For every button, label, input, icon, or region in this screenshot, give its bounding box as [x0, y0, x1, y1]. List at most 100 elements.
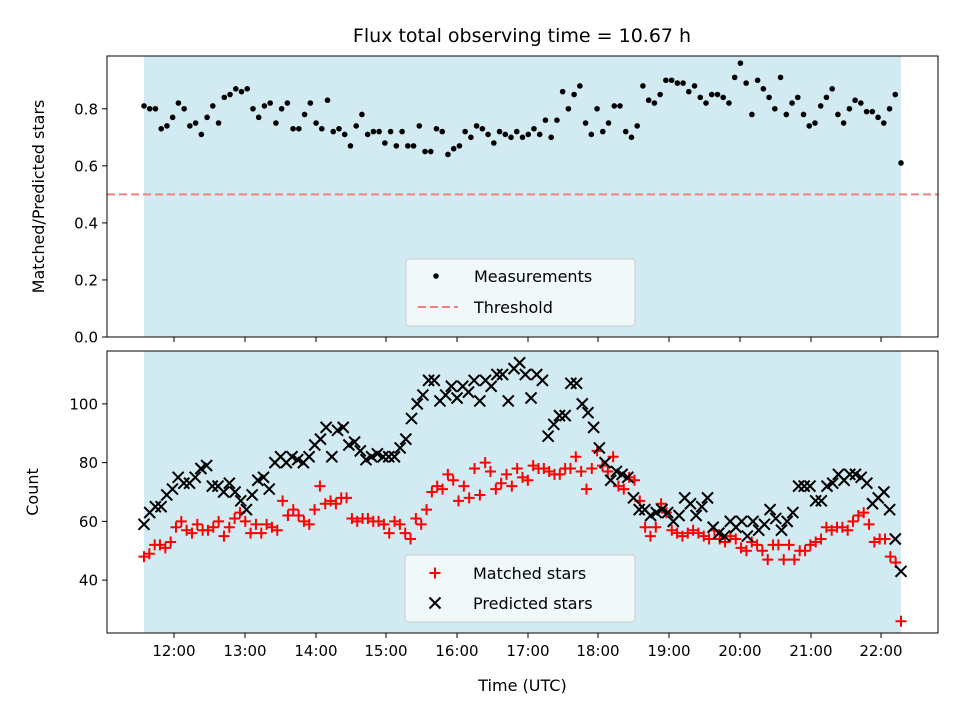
matched-star-point: [159, 542, 171, 554]
matched-star-point: [756, 545, 768, 557]
predicted-star-point: [439, 388, 452, 402]
measurement-point: [232, 86, 239, 92]
predicted-star-point: [445, 380, 458, 393]
predicted-star-point: [558, 409, 572, 422]
matched-star-point: [751, 539, 763, 551]
measurement-point: [187, 123, 193, 129]
matched-star-point: [293, 510, 305, 521]
measurement-point: [536, 131, 543, 138]
measurement-point: [835, 111, 841, 118]
legend-label-matched: Matched stars: [473, 564, 586, 583]
matched-star-point: [314, 480, 326, 492]
counts-x-tick-label: 18:00: [576, 642, 619, 660]
measurement-point: [399, 128, 405, 135]
matched-star-point: [447, 474, 459, 486]
matched-star-point: [453, 495, 465, 507]
measurement-point: [215, 120, 222, 126]
measurement-point: [892, 91, 899, 98]
matched-star-point: [490, 483, 502, 495]
predicted-star-point: [206, 479, 219, 493]
legend-predicted-cross: [428, 596, 442, 610]
matched-star-point: [772, 539, 784, 551]
measurement-point: [898, 160, 904, 166]
counts-axes-frame: [106, 350, 939, 634]
predicted-star-point: [780, 515, 794, 528]
matched-star-point: [378, 518, 390, 530]
predicted-star-point: [245, 488, 259, 502]
measurement-point: [192, 120, 199, 126]
counts-x-tick-label: 20:00: [718, 642, 761, 660]
matched-star-point: [740, 545, 752, 557]
counts-legend: Matched stars Predicted stars: [404, 554, 636, 623]
measurement-point: [605, 120, 612, 126]
matched-star-point: [421, 504, 433, 516]
counts-y-tick-label: 80: [79, 454, 98, 472]
matched-star-point: [218, 530, 230, 542]
matched-star-point: [245, 527, 257, 539]
measurement-point: [370, 128, 377, 135]
predicted-star-point: [524, 391, 538, 405]
measurement-point: [146, 105, 153, 112]
predicted-star-point: [786, 506, 800, 519]
counts-x-axis-label: Time (UTC): [477, 676, 566, 695]
counts-panel: 40 60 80 100 12:00 13:00 14:00 15:00 16:00 17:00…: [23, 350, 939, 695]
matched-star-point: [703, 533, 715, 545]
measurement-point: [743, 80, 749, 86]
predicted-star-point: [763, 503, 777, 516]
predicted-star-point: [701, 491, 714, 505]
measurement-point: [244, 86, 251, 92]
measurement-point: [519, 134, 526, 141]
matched-star-point: [554, 468, 566, 480]
measurement-point: [863, 108, 870, 115]
predicted-star-point: [240, 503, 253, 516]
predicted-star-point: [826, 476, 839, 490]
measurement-point: [456, 143, 463, 149]
counts-x-tick-label: 19:00: [647, 642, 690, 660]
ratio-y-tick-label: 0.2: [74, 271, 98, 289]
predicted-star-point: [798, 479, 811, 493]
measurement-point: [267, 100, 273, 106]
measurement-point: [731, 74, 738, 81]
matched-star-point: [165, 536, 177, 548]
legend-label-predicted: Predicted stars: [473, 594, 593, 613]
predicted-star-point: [815, 494, 828, 508]
predicted-star-point: [302, 450, 316, 463]
measurement-point: [491, 140, 497, 146]
matched-star-point: [255, 527, 267, 539]
matched-star-point: [213, 515, 225, 527]
measurement-point: [508, 134, 514, 141]
measurement-point: [571, 91, 577, 98]
measurement-point: [152, 105, 159, 112]
predicted-star-point: [593, 441, 606, 455]
predicted-star-point: [399, 432, 413, 446]
matched-star-point: [506, 480, 518, 492]
matched-star-point: [485, 465, 497, 477]
matched-star-point: [186, 527, 198, 539]
predicted-star-point: [803, 479, 817, 493]
matched-star-point: [730, 533, 742, 545]
matched-star-point: [463, 492, 475, 504]
measurement-point: [301, 111, 308, 118]
counts-x-tick-label: 17:00: [506, 642, 549, 660]
measurement-point: [290, 125, 296, 132]
matched-star-point: [602, 465, 614, 477]
measurement-point: [450, 145, 457, 152]
counts-x-tick-label: 16:00: [435, 642, 478, 660]
measurement-point: [783, 111, 790, 118]
predicted-star-point: [496, 368, 509, 381]
predicted-star-point: [889, 532, 902, 546]
measurement-point: [261, 103, 268, 109]
matched-star-point: [778, 554, 790, 566]
measurement-point: [284, 100, 291, 106]
predicted-star-point: [621, 471, 635, 484]
predicted-star-point: [189, 471, 202, 484]
matched-star-point: [426, 486, 438, 498]
measurement-point: [513, 128, 520, 135]
legend-matched-plus: [429, 567, 441, 579]
measurement-point: [880, 120, 887, 126]
counts-x-tick-label: 21:00: [789, 642, 832, 660]
matched-star-point: [575, 465, 587, 477]
predicted-star-point: [769, 512, 782, 525]
measurement-point: [221, 94, 228, 101]
